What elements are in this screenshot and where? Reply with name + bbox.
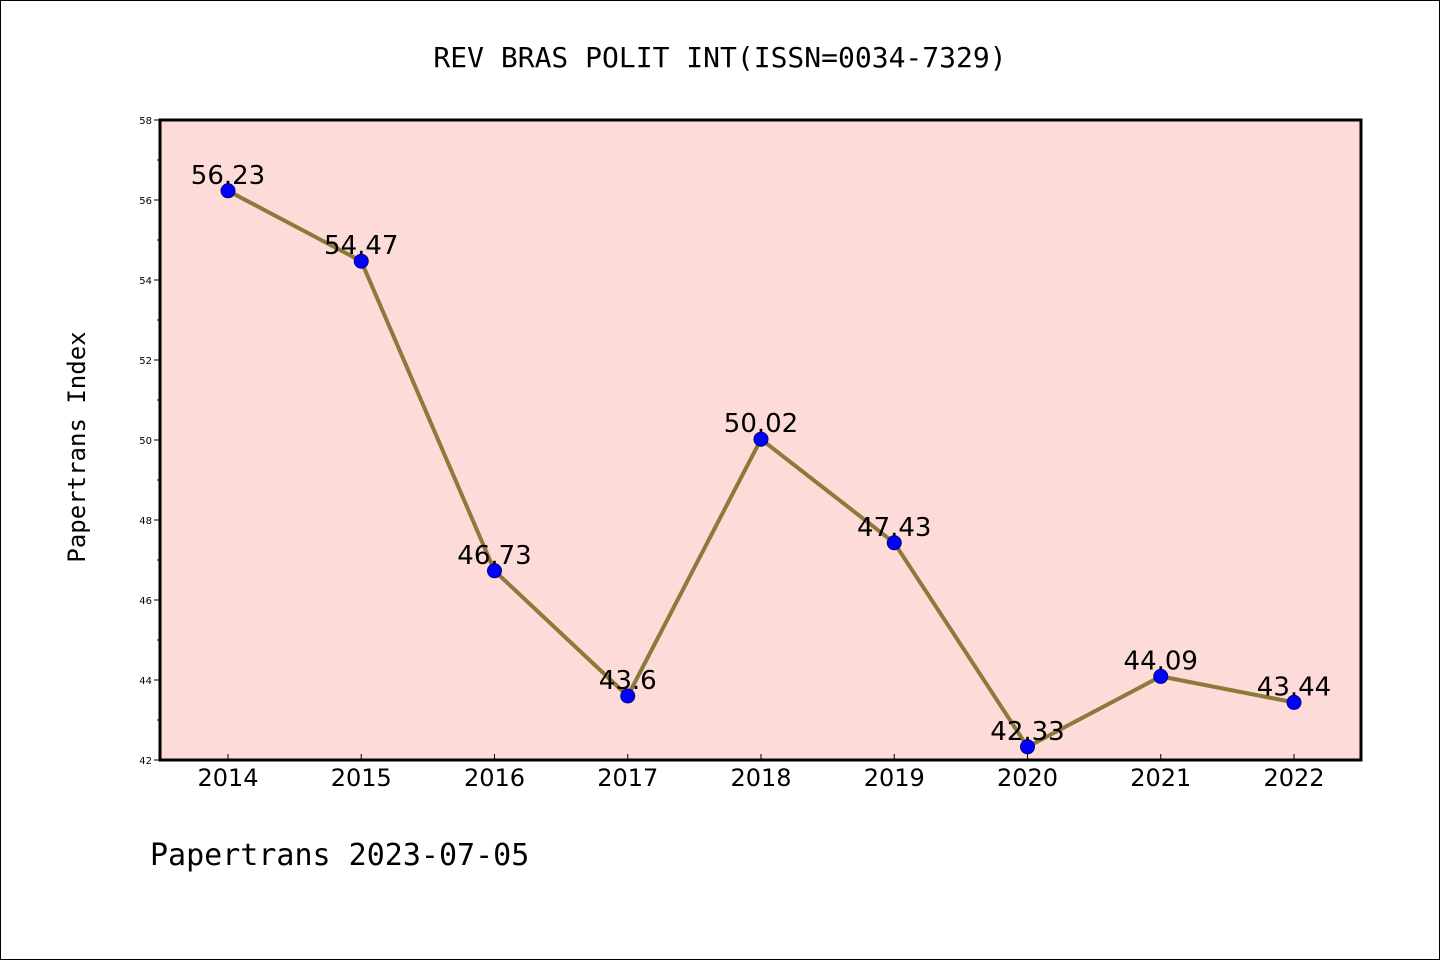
data-point: [1020, 739, 1035, 755]
y-tick-label: 58: [139, 116, 152, 127]
y-tick-label: 50: [139, 436, 152, 447]
data-label: 46.73: [457, 541, 531, 571]
data-point: [487, 563, 502, 579]
x-tick-label: 2017: [597, 764, 658, 792]
y-tick-label: 52: [139, 356, 152, 367]
plot-border: [158, 118, 1363, 762]
y-tick-label: 44: [139, 676, 152, 687]
x-tick-label: 2014: [197, 764, 258, 792]
y-tick-label: 42: [139, 756, 152, 767]
data-label: 42.33: [990, 717, 1064, 747]
x-tick-label: 2018: [730, 764, 791, 792]
y-tick-label: 48: [139, 516, 152, 527]
x-tick-label: 2015: [331, 764, 392, 792]
data-point: [753, 431, 769, 447]
data-points: [220, 183, 1302, 755]
y-axis-label: Papertrans Index: [63, 331, 91, 562]
x-tick-label: 2022: [1263, 764, 1324, 792]
x-tick-label: 2016: [464, 764, 525, 792]
data-labels: 56.23 54.47 46.73 43.6 50.02 47.43 42.33 44.09 4…: [191, 161, 1331, 747]
data-point: [353, 253, 369, 269]
data-label: 56.23: [191, 161, 265, 191]
data-point: [1153, 668, 1169, 684]
chart-title: REV BRAS POLIT INT(ISSN=0034-7329): [433, 41, 1006, 74]
data-label: 43.44: [1257, 672, 1331, 702]
data-label: 43.6: [599, 666, 657, 696]
y-tick-label: 54: [139, 276, 152, 287]
data-point: [620, 688, 636, 704]
data-label: 50.02: [724, 409, 798, 439]
data-label: 47.43: [857, 513, 931, 543]
data-label: 54.47: [324, 231, 398, 261]
y-tick-label: 56: [139, 196, 152, 207]
data-point: [886, 535, 902, 551]
data-point: [1286, 694, 1302, 710]
x-tick-label: 2021: [1130, 764, 1191, 792]
y-tick-label: 46: [139, 596, 152, 607]
x-tick-label: 2019: [864, 764, 925, 792]
data-point: [220, 183, 236, 199]
x-axis: 2014 2015 2016 2017 2018 2019 2020 2021 2022: [197, 754, 1325, 792]
data-label: 44.09: [1124, 646, 1198, 676]
footer-date: Papertrans 2023-07-05: [150, 838, 529, 873]
y-axis: 42 44 46 48 50 52 54 56 58: [139, 116, 160, 767]
x-tick-label: 2020: [997, 764, 1058, 792]
